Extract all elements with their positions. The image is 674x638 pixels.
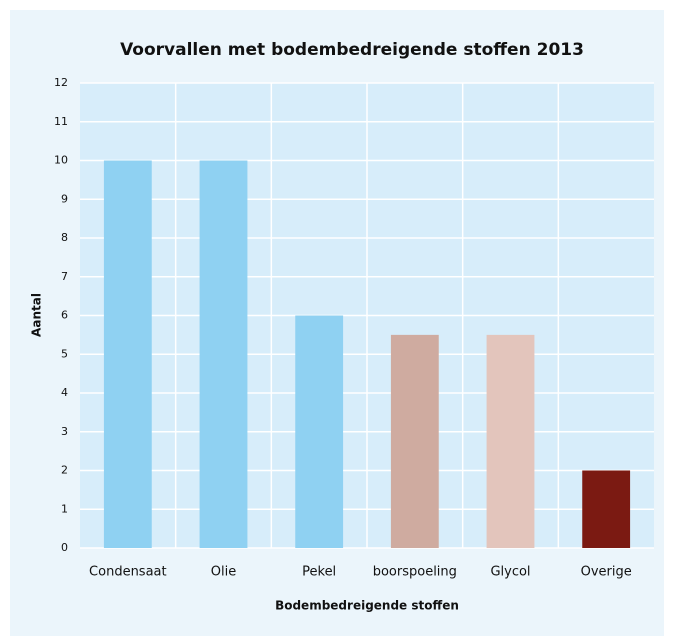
bar <box>582 470 631 548</box>
x-tick-label: Glycol <box>490 565 530 580</box>
y-tick-label: 3 <box>61 425 68 438</box>
y-tick-label: 11 <box>54 115 68 128</box>
y-tick-label: 1 <box>61 502 68 515</box>
bar <box>390 334 439 548</box>
bar <box>199 160 248 548</box>
x-axis-label: Bodembedreigende stoffen <box>275 599 459 613</box>
chart-title: Voorvallen met bodembedreigende stoffen … <box>120 40 584 60</box>
x-tick-label: Olie <box>211 565 236 580</box>
bar <box>295 315 344 548</box>
y-tick-label: 12 <box>54 76 68 89</box>
x-tick-label: Pekel <box>302 565 336 580</box>
y-tick-label: 5 <box>61 347 68 360</box>
y-tick-label: 9 <box>61 192 68 205</box>
y-tick-label: 2 <box>61 464 68 477</box>
x-tick-label: boorspoeling <box>373 565 457 580</box>
y-tick-label: 10 <box>54 154 68 167</box>
y-tick-label: 7 <box>61 270 68 283</box>
y-axis-label: Aantal <box>30 293 44 337</box>
x-tick-label: Overige <box>581 565 632 580</box>
bar <box>486 334 535 548</box>
y-tick-label: 0 <box>61 541 68 554</box>
x-tick-label: Condensaat <box>89 565 167 580</box>
y-tick-label: 6 <box>61 309 68 322</box>
y-tick-label: 4 <box>61 386 68 399</box>
bar <box>103 160 152 548</box>
y-tick-label: 8 <box>61 231 68 244</box>
